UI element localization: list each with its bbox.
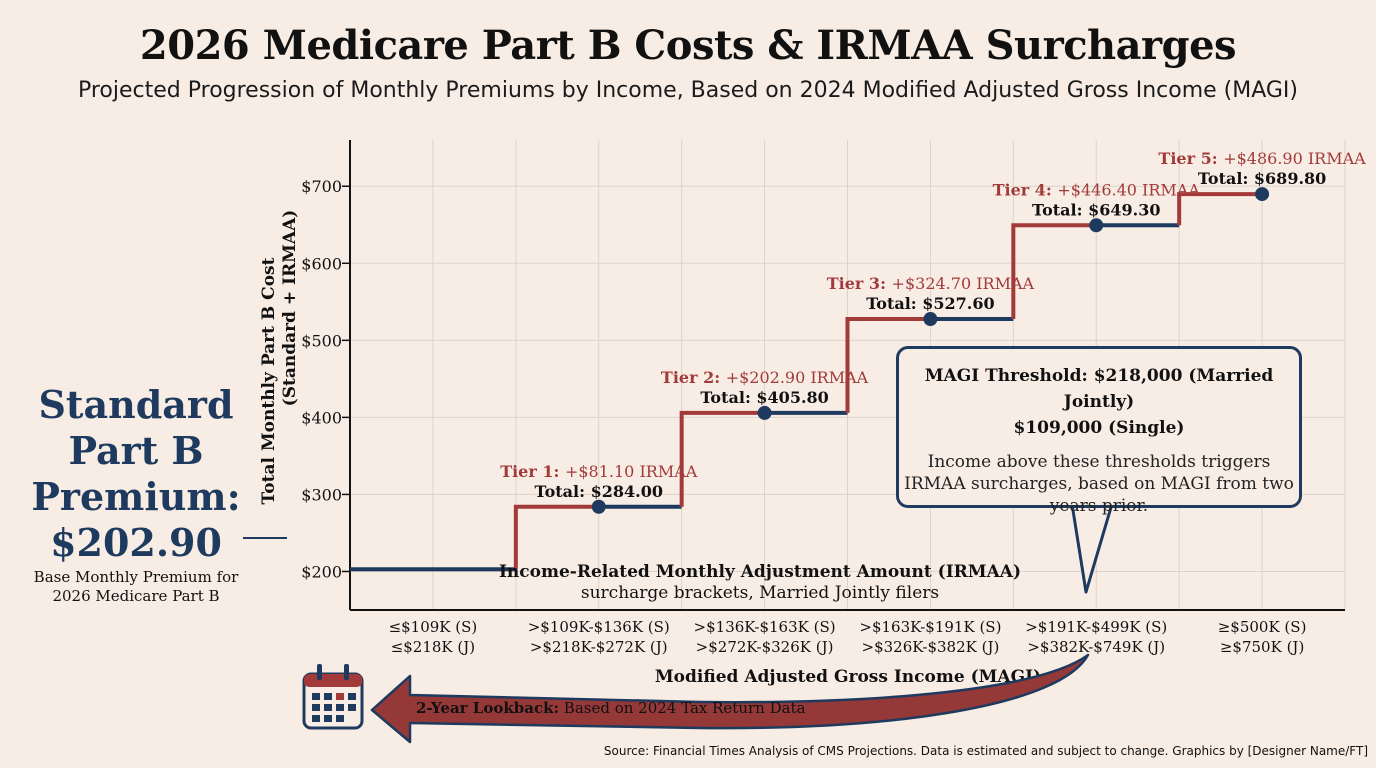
tier-name: Tier 3: xyxy=(827,274,892,293)
callout-tail xyxy=(1070,502,1114,594)
source-note: Source: Financial Times Analysis of CMS … xyxy=(603,744,1368,758)
lookback-label: 2-Year Lookback: Based on 2024 Tax Retur… xyxy=(416,699,806,717)
lookback-label-rest: Based on 2024 Tax Return Data xyxy=(559,699,806,717)
tier-surcharge: +$81.10 IRMAA xyxy=(565,462,698,481)
tier-point xyxy=(1089,218,1104,233)
x-tick-labels: ≤$109K (S) ≤$218K (J) >$109K-$136K (S) >$21… xyxy=(389,618,1307,656)
y-tick-labels: $200 $300 $400 $500 $600 $700 xyxy=(301,177,350,581)
tier-surcharge-label: Tier 4: +$446.40 IRMAA xyxy=(993,180,1201,199)
tier-surcharge: +$486.90 IRMAA xyxy=(1223,149,1366,168)
tier-surcharge: +$324.70 IRMAA xyxy=(892,274,1035,293)
x-tick-label: >$382K-$749K (J) xyxy=(1027,638,1165,656)
callout-body-line: IRMAA surcharges, based on MAGI from two xyxy=(904,474,1294,494)
tier-total-label: Total: $527.60 xyxy=(866,294,994,313)
y-tick-label: $700 xyxy=(301,177,342,196)
callout-threshold-joint: MAGI Threshold: $218,000 (Married Jointl… xyxy=(924,366,1274,412)
tier-surcharge-label: Tier 2: +$202.90 IRMAA xyxy=(661,368,869,387)
step-riser-tier xyxy=(513,504,599,570)
tier-point xyxy=(923,312,938,327)
tier-total-label: Total: $689.80 xyxy=(1198,169,1326,188)
x-tick-label: >$326K-$382K (J) xyxy=(862,638,1000,656)
tier-surcharge-label: Tier 1: +$81.10 IRMAA xyxy=(500,462,698,481)
x-tick-label: >$136K-$163K (S) xyxy=(694,618,836,636)
step-riser-tier xyxy=(845,317,931,413)
tier-name: Tier 4: xyxy=(993,180,1058,199)
tier-surcharge-label: Tier 5: +$486.90 IRMAA xyxy=(1158,149,1366,168)
y-tick-label: $500 xyxy=(301,331,342,350)
callout-threshold-single: $109,000 (Single) xyxy=(1013,418,1185,438)
tier-name: Tier 1: xyxy=(500,462,565,481)
standard-premium-line: Standard xyxy=(38,382,234,427)
magi-threshold-callout: MAGI Threshold: $218,000 (Married Jointl… xyxy=(896,346,1302,516)
calendar-icon xyxy=(302,664,364,730)
step-riser-tier xyxy=(679,410,765,507)
tier-name: Tier 2: xyxy=(661,368,726,387)
x-tick-label: >$163K-$191K (S) xyxy=(859,618,1001,636)
chart-axes xyxy=(349,140,1345,611)
standard-premium-note-line: 2026 Medicare Part B xyxy=(52,587,220,605)
x-tick-label: ≤$109K (S) xyxy=(389,618,478,636)
callout-body-line: Income above these thresholds triggers xyxy=(927,452,1271,472)
tier-surcharge: +$202.90 IRMAA xyxy=(726,368,869,387)
page-title: 2026 Medicare Part B Costs & IRMAA Surch… xyxy=(139,22,1237,69)
step-riser-tier xyxy=(1177,192,1263,226)
standard-premium-line: Part B xyxy=(68,428,204,473)
standard-premium-heading: Standard Part B Premium: $202.90 xyxy=(10,382,262,566)
y-tick-label: $200 xyxy=(301,562,342,581)
y-tick-label: $400 xyxy=(301,408,342,427)
tier-point xyxy=(591,499,606,514)
callout-body-line: years prior. xyxy=(1049,496,1149,516)
standard-premium-note: Base Monthly Premium for 2026 Medicare P… xyxy=(10,568,262,606)
tier-name: Tier 5: xyxy=(1158,149,1223,168)
tier-total-label: Total: $405.80 xyxy=(700,388,828,407)
page-subtitle: Projected Progression of Monthly Premium… xyxy=(77,78,1299,103)
x-tick-label: ≥$750K (J) xyxy=(1220,638,1304,656)
tier-total-label: Total: $649.30 xyxy=(1032,200,1160,219)
x-tick-label: >$272K-$326K (J) xyxy=(696,638,834,656)
standard-premium-line: Premium: xyxy=(31,474,241,519)
inner-label-line: surcharge brackets, Married Jointly file… xyxy=(581,583,939,603)
x-tick-label: >$191K-$499K (S) xyxy=(1025,618,1167,636)
tier-surcharge: +$446.40 IRMAA xyxy=(1057,180,1200,199)
x-tick-label: >$218K-$272K (J) xyxy=(530,638,668,656)
lookback-label-bold: 2-Year Lookback: xyxy=(416,699,559,717)
x-axis-label: Modified Adjusted Gross Income (MAGI) xyxy=(655,667,1041,687)
tier-point xyxy=(757,405,772,420)
x-tick-label: >$109K-$136K (S) xyxy=(528,618,670,636)
y-axis-label-line: Total Monthly Part B Cost xyxy=(259,257,279,504)
tier-surcharge-label: Tier 3: +$324.70 IRMAA xyxy=(827,274,1035,293)
standard-premium-amount: $202.90 xyxy=(50,520,222,565)
y-tick-label: $600 xyxy=(301,254,342,273)
y-axis-label-line: (Standard + IRMAA) xyxy=(280,210,300,407)
step-series xyxy=(350,192,1263,572)
x-tick-label: ≤$218K (J) xyxy=(391,638,475,656)
y-tick-label: $300 xyxy=(301,485,342,504)
tier-point xyxy=(1255,187,1270,202)
x-tick-label: ≥$500K (S) xyxy=(1218,618,1307,636)
step-riser-tier xyxy=(1011,223,1097,320)
lookback-arrow xyxy=(370,653,1090,744)
standard-premium-note-line: Base Monthly Premium for xyxy=(33,568,239,586)
inner-label-line: Income-Related Monthly Adjustment Amount… xyxy=(499,562,1021,582)
tier-total-label: Total: $284.00 xyxy=(535,482,663,501)
